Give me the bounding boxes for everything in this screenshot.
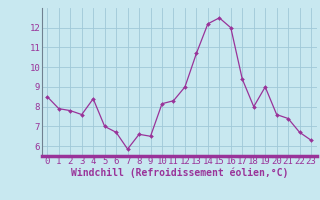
X-axis label: Windchill (Refroidissement éolien,°C): Windchill (Refroidissement éolien,°C)	[70, 168, 288, 178]
